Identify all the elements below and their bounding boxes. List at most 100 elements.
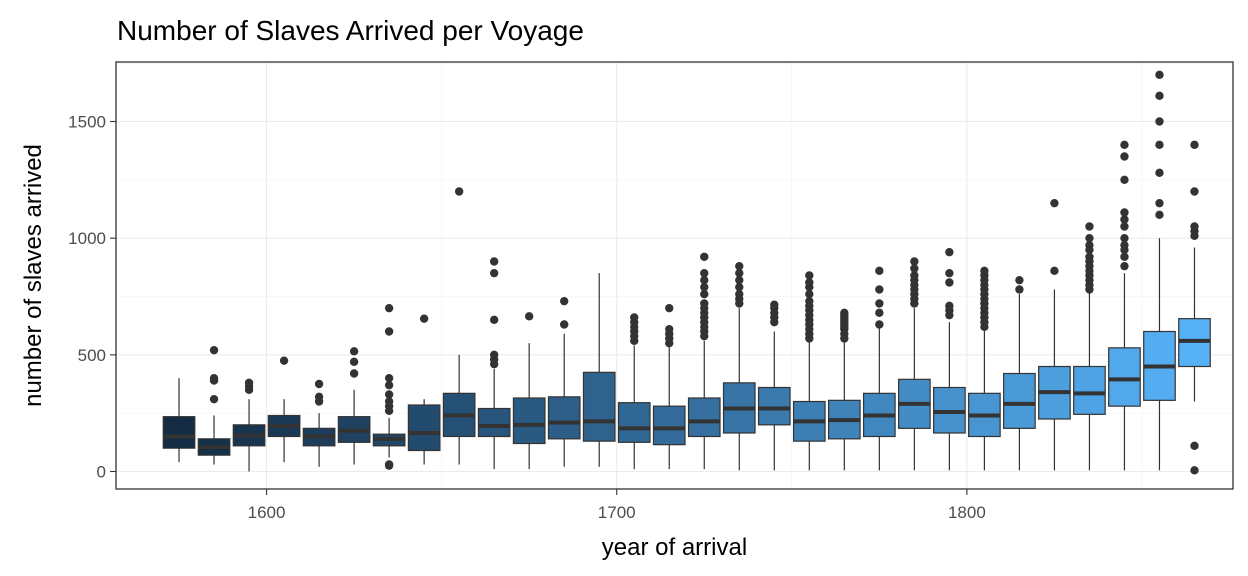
outlier-point	[700, 275, 709, 285]
box-1805	[968, 266, 1001, 471]
outlier-point	[910, 264, 919, 273]
outlier-point	[945, 278, 954, 287]
outlier-point	[560, 296, 569, 306]
outlier-point	[384, 390, 394, 399]
box-body	[1073, 365, 1106, 415]
outlier-point	[910, 257, 919, 266]
outlier-point	[1120, 208, 1129, 217]
box-body	[407, 404, 441, 452]
box-1785	[898, 257, 931, 471]
outlier-point	[1155, 117, 1164, 126]
outlier-point	[1050, 198, 1059, 208]
outlier-point	[244, 378, 254, 388]
outlier-point	[700, 282, 709, 292]
outlier-point	[805, 296, 814, 306]
outlier-point	[875, 266, 884, 276]
outlier-point	[1085, 222, 1094, 231]
box-1855	[1143, 70, 1176, 471]
box-body	[687, 397, 721, 438]
x-axis-label: year of arrival	[602, 534, 747, 561]
outlier-point	[209, 345, 219, 355]
plot-panel-border	[115, 61, 1234, 490]
box-series	[162, 70, 1211, 475]
outlier-point	[209, 394, 219, 404]
box-1745	[757, 300, 791, 471]
outlier-point	[349, 357, 359, 367]
box-1635	[372, 303, 406, 470]
outlier-point	[384, 380, 394, 390]
outlier-point	[1190, 140, 1199, 150]
outlier-point	[384, 460, 394, 469]
outlier-point	[524, 312, 534, 321]
box-1705	[617, 313, 651, 470]
outlier-point	[419, 314, 429, 323]
box-body	[617, 402, 651, 443]
axes: 1600 1700 1800 0 500 1000 1500	[68, 113, 986, 523]
outlier-point	[700, 299, 709, 308]
outlier-point	[1120, 140, 1129, 150]
outlier-point	[1085, 252, 1094, 262]
outlier-point	[1155, 210, 1164, 220]
outlier-point	[384, 327, 394, 336]
outlier-point	[384, 373, 394, 383]
outlier-point	[1155, 140, 1164, 150]
box-1725	[687, 252, 721, 470]
outlier-point	[665, 303, 674, 313]
y-tick-label: 500	[78, 346, 106, 365]
box-1815	[1003, 275, 1036, 471]
outlier-point	[875, 299, 884, 308]
outlier-point	[1120, 215, 1129, 224]
outlier-point	[630, 313, 639, 322]
outlier-point	[1085, 240, 1094, 250]
outlier-point	[945, 247, 954, 257]
outlier-point	[1190, 441, 1199, 451]
outlier-point	[1120, 240, 1129, 250]
outlier-point	[910, 271, 919, 280]
outlier-point	[1120, 252, 1129, 262]
outlier-point	[980, 266, 989, 276]
box-1765	[827, 308, 861, 471]
box-1755	[792, 271, 826, 471]
outlier-point	[349, 347, 359, 356]
y-tick-label: 1500	[68, 113, 106, 132]
box-1605	[267, 356, 301, 463]
outlier-point	[1120, 152, 1129, 161]
box-1695	[582, 273, 616, 467]
outlier-point	[700, 252, 709, 262]
box-body	[1003, 372, 1036, 429]
outlier-point	[700, 289, 709, 299]
outlier-point	[945, 268, 954, 278]
y-tick-label: 1000	[68, 229, 106, 248]
x-tick-label: 1600	[248, 503, 286, 522]
outlier-point	[489, 257, 499, 266]
box-body	[757, 386, 791, 426]
box-1585	[197, 345, 231, 465]
y-tick-label: 0	[97, 463, 106, 482]
box-1645	[407, 314, 441, 465]
box-body	[1108, 347, 1141, 407]
outlier-point	[665, 324, 674, 334]
box-1845	[1108, 140, 1141, 471]
box-1835	[1073, 222, 1106, 471]
box-1615	[302, 379, 336, 467]
outlier-point	[489, 268, 499, 278]
outlier-point	[735, 268, 744, 278]
outlier-point	[735, 289, 744, 299]
outlier-point	[840, 308, 849, 318]
grid-lines	[116, 62, 1233, 489]
outlier-point	[314, 392, 324, 402]
box-1795	[933, 247, 966, 471]
outlier-point	[1155, 70, 1164, 80]
outlier-point	[1190, 222, 1199, 231]
outlier-point	[279, 356, 289, 365]
box-1735	[722, 261, 756, 471]
outlier-point	[875, 308, 884, 318]
y-axis-label: number of slaves arrived	[20, 144, 47, 407]
box-body	[582, 371, 616, 442]
box-1675	[512, 312, 546, 470]
outlier-point	[1190, 466, 1199, 475]
outlier-point	[1155, 168, 1164, 178]
box-body	[547, 396, 581, 440]
box-1775	[862, 266, 896, 471]
